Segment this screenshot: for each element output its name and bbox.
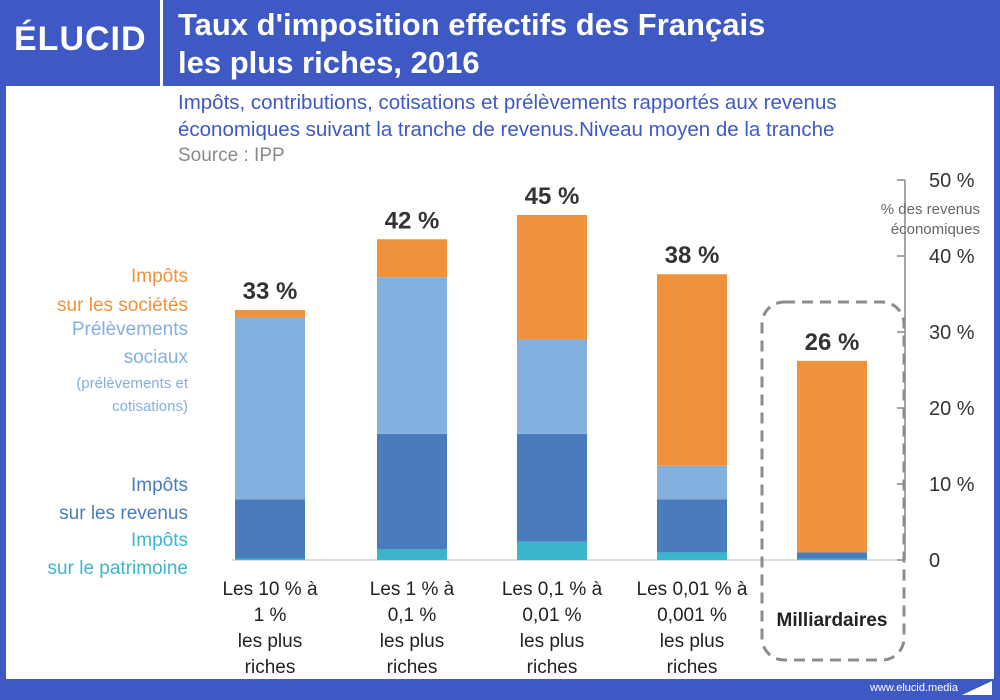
legend-patrimoine-line2: sur le patrimoine [47, 558, 188, 579]
y-tick-label: 0 [929, 550, 940, 572]
x-category-label: Les 1 % à [370, 579, 455, 600]
legend-sociaux-line4: cotisations) [112, 398, 188, 415]
flag-icon [962, 681, 992, 695]
y-tick-label: 30 % [929, 322, 975, 344]
x-category-label: Milliardaires [777, 610, 888, 631]
bar-segment [377, 239, 447, 278]
chart-title-line1: Taux d'imposition effectifs des Français [178, 7, 766, 42]
bar-segment [377, 433, 447, 550]
x-category-label: riches [387, 657, 438, 678]
x-category-label: 0,001 % [657, 605, 727, 626]
y-tick-label: 40 % [929, 246, 975, 268]
legend-patrimoine: Impôts sur le patrimoine [48, 527, 188, 583]
x-category-label: Les 10 % à [222, 579, 317, 600]
elucid-logo: ÉLUCID [14, 20, 147, 58]
legend-revenus-line1: Impôts [130, 475, 188, 496]
bar-segment [657, 499, 727, 553]
y-unit-label: économiques [891, 221, 980, 238]
y-unit-label: % des revenus [881, 201, 980, 218]
legend-societes: Impôts sur les sociétés [57, 262, 188, 320]
highlight-box [760, 300, 906, 662]
bar-segment [517, 433, 587, 542]
bar-segment [235, 499, 305, 559]
bar-segment [797, 360, 867, 553]
x-category-label: les plus [520, 631, 584, 652]
subtitle-line1: Impôts, contributions, cotisations et pr… [178, 91, 837, 114]
bar-total-label: 26 % [805, 329, 860, 356]
subtitle-line2: économiques suivant la tranche de revenu… [178, 118, 835, 141]
chart-title: Taux d'imposition effectifs des Français… [178, 6, 765, 82]
bar-segment [517, 541, 587, 560]
legend-societes-line2: sur les sociétés [57, 295, 188, 316]
y-tick-label: 50 % [929, 170, 975, 192]
bar-total-label: 33 % [243, 278, 298, 305]
bar-segment [235, 317, 305, 500]
y-tick-label: 20 % [929, 398, 975, 420]
header: ÉLUCID Taux d'imposition effectifs des F… [0, 0, 1000, 86]
footer-url: www.elucid.media [869, 682, 958, 694]
bar-total-label: 42 % [385, 207, 440, 234]
x-category-label: 0,01 % [522, 605, 581, 626]
bar-segment [235, 309, 305, 318]
bar-segment [657, 274, 727, 466]
bar-segment [657, 465, 727, 500]
bar-total-label: 38 % [665, 242, 720, 269]
y-tick-label: 10 % [929, 474, 975, 496]
legend-sociaux-line1: Prélèvements [71, 319, 188, 340]
x-category-label: 0,1 % [388, 605, 437, 626]
x-category-label: riches [245, 657, 296, 678]
x-category-label: riches [667, 657, 718, 678]
x-category-label: riches [527, 657, 578, 678]
legend-revenus: Impôts sur les revenus [59, 472, 188, 528]
legend-patrimoine-line1: Impôts [130, 530, 188, 551]
x-category-label: Les 0,01 % à [637, 579, 748, 600]
bar-segment [235, 558, 305, 560]
bar-segment [797, 552, 867, 559]
x-category-label: les plus [660, 631, 724, 652]
x-category-label: les plus [238, 631, 302, 652]
bar-segment [517, 339, 587, 434]
legend-sociaux: Prélèvements sociaux (prélèvements et co… [72, 316, 188, 418]
bar-segment [377, 277, 447, 434]
bar-segment [517, 214, 587, 340]
x-category-label: les plus [380, 631, 444, 652]
legend-revenus-line2: sur les revenus [59, 503, 188, 524]
logo-box: ÉLUCID [0, 0, 163, 86]
legend-sociaux-line2: sociaux [123, 347, 188, 368]
bar-segment [797, 558, 867, 560]
source-note: Source : IPP [178, 145, 285, 166]
x-category-label: Les 0,1 % à [502, 579, 603, 600]
bar-segment [657, 552, 727, 560]
chart-subtitle: Impôts, contributions, cotisations et pr… [178, 89, 837, 143]
bar-segment [377, 549, 447, 560]
legend-sociaux-line3: (prélèvements et [76, 375, 188, 392]
bar-total-label: 45 % [525, 183, 580, 210]
x-category-label: 1 % [254, 605, 287, 626]
chart-title-line2: les plus riches, 2016 [178, 45, 480, 80]
legend-societes-line1: Impôts [130, 266, 188, 287]
